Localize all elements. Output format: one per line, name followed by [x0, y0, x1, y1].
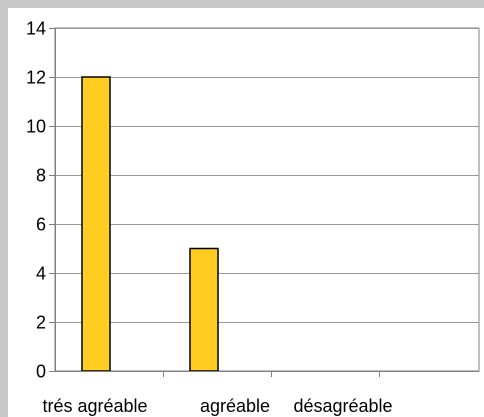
gridlines [55, 28, 479, 323]
chart-frame: 0 2 4 6 8 10 12 14 trés agréable agréable désagré… [8, 8, 484, 417]
y-tick-label: 2 [36, 313, 46, 333]
bar-2 [189, 247, 219, 372]
y-tick-label: 14 [26, 19, 46, 39]
y-tick-label: 4 [36, 264, 46, 284]
x-tick-label: désagréable [293, 396, 392, 416]
x-tick-label: agréable [200, 396, 270, 416]
bar-1 [81, 76, 111, 372]
y-tick-label: 12 [26, 68, 46, 88]
y-tick-label: 6 [36, 215, 46, 235]
y-tick-label: 10 [26, 117, 46, 137]
y-tick-label: 8 [36, 166, 46, 186]
axes [55, 28, 479, 372]
y-tick-label: 0 [36, 362, 46, 382]
x-tick-label: trés agréable [42, 396, 147, 416]
plot-area [54, 27, 480, 372]
x-tick-labels: trés agréable agréable désagréable [42, 371, 393, 416]
y-tick-labels: 0 2 4 6 8 10 12 14 [26, 19, 55, 382]
bar-chart: 0 2 4 6 8 10 12 14 trés agréable agréable désagré… [26, 19, 480, 416]
